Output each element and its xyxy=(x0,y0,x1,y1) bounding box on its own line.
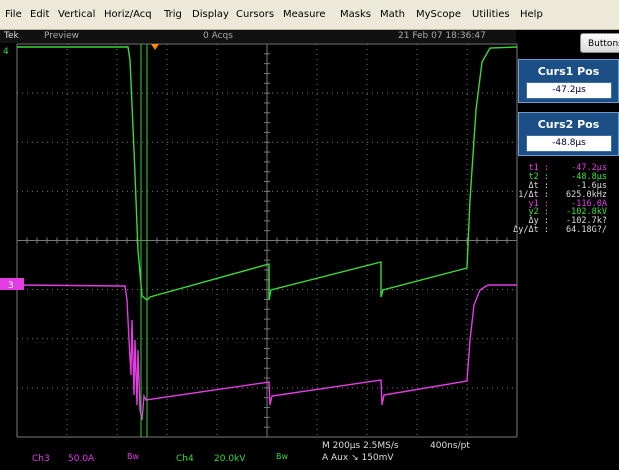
readout-value: -116.0A xyxy=(571,198,607,209)
readout-value: -1.6µs xyxy=(576,180,607,191)
curs1-value-field[interactable]: -47.2µs xyxy=(526,82,612,99)
menu-help[interactable]: Help xyxy=(520,9,543,20)
ch3-waveform xyxy=(16,284,517,421)
ch4-ground-marker[interactable]: 4 xyxy=(3,47,9,57)
readout-row: Δy : -102.7k? xyxy=(519,217,619,226)
ch4-bandwidth: Bw xyxy=(276,452,289,461)
ch3-ground-marker-bg[interactable] xyxy=(0,278,24,290)
trigger-readout[interactable]: A Aux ↘ 150mV xyxy=(322,453,394,463)
cursor-readout: t1 : -47.2µs t2 : -48.8µs Δt : -1.6µs 1/Δt : 62… xyxy=(513,164,619,236)
readout-row: y2 : -102.8kV xyxy=(519,208,619,217)
readout-label: t2 : xyxy=(528,171,549,182)
ch3-scale[interactable]: 50.0A xyxy=(68,454,95,464)
readout-label: 1/Δt : xyxy=(518,189,549,200)
readout-row: Δy/Δt : 64.18G?/ xyxy=(513,225,619,236)
trigger-position-marker[interactable] xyxy=(151,44,159,50)
brand-label: Tek xyxy=(4,31,19,41)
readout-row: 1/Δt : 625.0kHz xyxy=(518,189,619,200)
timebase-readout[interactable]: M 200µs 2.5MS/s xyxy=(322,441,399,451)
curs2-pos-panel[interactable]: Curs2 Pos -48.8µs xyxy=(518,112,619,156)
menu-display[interactable]: Display xyxy=(192,9,229,20)
acquisition-count: 0 Acqs xyxy=(203,31,233,41)
graticule xyxy=(16,43,518,438)
readout-value: -102.7k? xyxy=(566,216,607,227)
curs1-title: Curs1 Pos xyxy=(537,65,600,78)
menu-horiz-acq[interactable]: Horiz/Acq xyxy=(104,9,152,20)
menu-edit[interactable]: Edit xyxy=(30,9,50,20)
readout-value: -102.8kV xyxy=(566,207,607,218)
readout-row: Δt : -1.6µs xyxy=(519,180,619,191)
readout-row: t2 : -48.8µs xyxy=(519,171,619,182)
readout-row: y1 : -116.0A xyxy=(519,198,619,209)
readout-label: Δy/Δt : xyxy=(513,225,549,236)
readout-value: 625.0kHz xyxy=(566,189,607,200)
readout-value: -47.2µs xyxy=(571,163,607,173)
menu-myscope[interactable]: MyScope xyxy=(416,9,462,20)
ch4-waveform xyxy=(17,46,518,301)
menu-measure[interactable]: Measure xyxy=(283,9,326,20)
menu-vertical[interactable]: Vertical xyxy=(58,9,96,20)
mode-label: Preview xyxy=(44,31,80,41)
status-bar: Tek Preview 0 Acqs 21 Feb 07 18:36:47 xyxy=(0,30,516,43)
menu-masks[interactable]: Masks xyxy=(340,9,371,20)
ch4-scale[interactable]: 20.0kV xyxy=(214,454,246,464)
readout-label: y2 : xyxy=(528,207,549,218)
menu-math[interactable]: Math xyxy=(380,9,406,20)
readout-label: Δy : xyxy=(528,216,549,227)
menu-utilities[interactable]: Utilities xyxy=(472,9,510,20)
resolution-readout[interactable]: 400ns/pt xyxy=(430,441,470,451)
curs2-value-field[interactable]: -48.8µs xyxy=(526,135,612,152)
datetime-label: 21 Feb 07 18:36:47 xyxy=(398,31,486,41)
menu-cursors[interactable]: Cursors xyxy=(236,9,275,20)
menu-file[interactable]: File xyxy=(5,9,22,20)
buttons-button[interactable]: Buttons xyxy=(580,33,619,53)
menu-bar: File Edit Vertical Horiz/Acq Trig Displa… xyxy=(0,0,619,30)
ch4-label[interactable]: Ch4 xyxy=(176,454,194,464)
readout-row: t1 : -47.2µs xyxy=(519,164,619,173)
ch3-ground-marker[interactable]: 3 xyxy=(8,281,14,291)
menu-trig[interactable]: Trig xyxy=(164,9,182,20)
bottom-status: Ch3 50.0A Bw Ch4 20.0kV Bw M 200µs 2.5MS… xyxy=(0,438,619,470)
curs2-title: Curs2 Pos xyxy=(537,118,600,131)
readout-label: Δt : xyxy=(528,180,549,191)
readout-label: y1 : xyxy=(528,198,549,209)
readout-value: 64.18G?/ xyxy=(566,225,607,236)
curs1-pos-panel[interactable]: Curs1 Pos -47.2µs xyxy=(518,59,619,103)
ch3-label[interactable]: Ch3 xyxy=(32,454,50,464)
readout-label: t1 : xyxy=(528,163,549,173)
readout-value: -48.8µs xyxy=(571,171,607,182)
ch3-bandwidth: Bw xyxy=(127,452,140,461)
